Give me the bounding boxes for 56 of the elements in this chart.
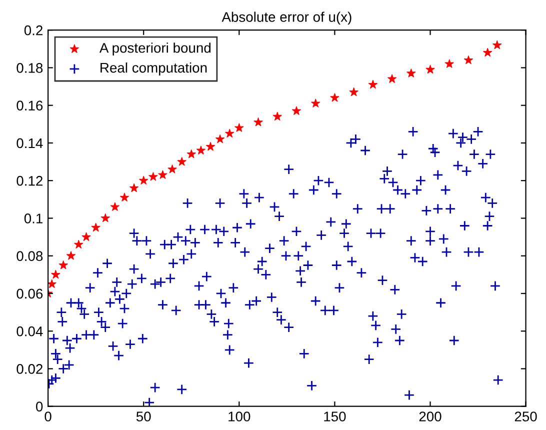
- y-tick-label: 0.2: [24, 25, 42, 36]
- x-tick-label: 150: [324, 412, 346, 422]
- y-tick-label: 0.08: [16, 251, 43, 262]
- chart-title: Absolute error of u(x): [222, 12, 352, 25]
- point: [311, 98, 320, 108]
- point: [444, 59, 454, 68]
- point: [292, 106, 302, 115]
- point: [48, 279, 56, 288]
- point: [349, 87, 358, 96]
- x-tick-label: 0: [44, 412, 52, 422]
- point: [406, 68, 416, 78]
- y-tick-label: 0.12: [16, 176, 42, 186]
- point: [206, 142, 216, 151]
- point: [51, 270, 60, 279]
- point: [148, 172, 158, 181]
- x-tick-label: 100: [228, 412, 250, 422]
- y-tick-label: 0: [36, 402, 43, 412]
- point: [58, 260, 68, 270]
- point: [196, 146, 206, 154]
- point: [100, 213, 110, 222]
- point: [66, 251, 76, 260]
- legend-label: Real computation: [100, 62, 207, 76]
- point: [483, 48, 492, 57]
- point: [177, 157, 186, 166]
- point: [139, 176, 148, 185]
- point: [272, 112, 282, 121]
- point: [186, 150, 196, 158]
- legend-label: A posteriori bound: [99, 42, 211, 56]
- point: [426, 64, 435, 74]
- point: [388, 74, 397, 83]
- x-tick-label: 50: [136, 412, 151, 422]
- x-tick-label: 250: [514, 412, 537, 422]
- y-tick-label: 0.06: [16, 288, 43, 299]
- point: [225, 128, 234, 138]
- point: [234, 123, 244, 132]
- point: [492, 40, 502, 50]
- y-tick-label: 0.04: [16, 326, 43, 336]
- x-tick-label: 200: [419, 412, 442, 422]
- point: [330, 93, 340, 102]
- point: [158, 170, 168, 179]
- y-tick-label: 0.1: [24, 214, 43, 224]
- point: [82, 232, 91, 241]
- y-tick-label: 0.14: [16, 138, 43, 148]
- point: [91, 222, 100, 232]
- point: [254, 118, 263, 126]
- y-tick-label: 0.16: [16, 100, 43, 111]
- point: [110, 202, 120, 211]
- point: [464, 55, 473, 64]
- point: [130, 183, 139, 192]
- point: [74, 240, 84, 248]
- y-tick-label: 0.18: [16, 63, 43, 73]
- point: [120, 192, 130, 202]
- point: [216, 134, 225, 144]
- y-tick-label: 0.02: [16, 364, 42, 374]
- point: [368, 80, 378, 89]
- point: [168, 164, 177, 174]
